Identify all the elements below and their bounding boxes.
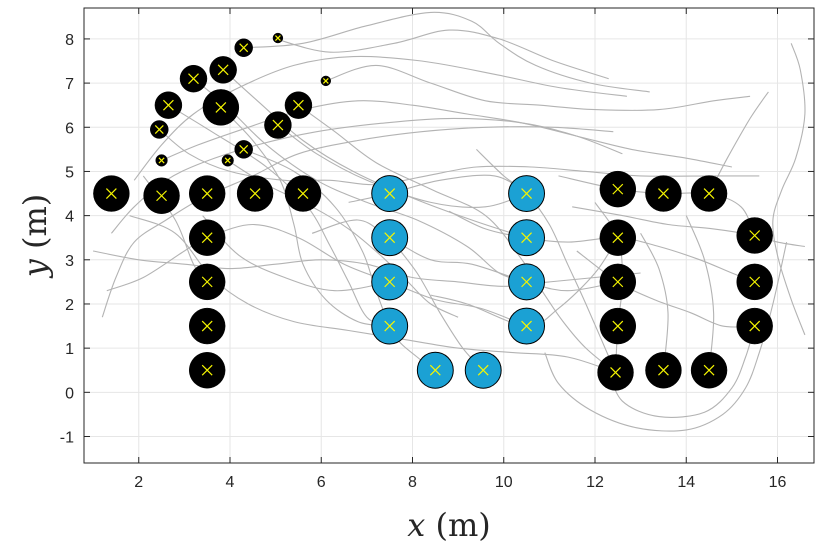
- center-cross-mark: [521, 232, 532, 244]
- trajectory-line: [101, 126, 614, 318]
- trajectory-line: [640, 233, 669, 371]
- center-cross-mark: [703, 364, 715, 376]
- plot-frame: [83, 7, 815, 464]
- center-cross-mark: [384, 320, 396, 332]
- center-cross-mark: [521, 276, 532, 288]
- y-tick-label: 3: [65, 253, 74, 270]
- center-cross-mark: [201, 364, 213, 376]
- center-cross-mark: [239, 144, 249, 154]
- trajectory-line: [298, 104, 616, 373]
- center-cross-mark: [217, 64, 229, 76]
- trajectory-line: [168, 104, 390, 327]
- center-cross-mark: [610, 367, 621, 378]
- center-cross-mark: [703, 188, 715, 199]
- y-tick-label: -1: [60, 429, 74, 446]
- trajectory-line: [572, 206, 805, 248]
- center-cross-mark: [658, 364, 669, 376]
- x-tick-label: 6: [317, 474, 326, 491]
- center-cross-mark: [749, 320, 761, 332]
- x-tick-label: 2: [134, 474, 143, 491]
- center-cross-mark: [612, 232, 624, 244]
- x-tick-label: 14: [677, 474, 695, 491]
- x-tick-label: 4: [226, 474, 235, 491]
- y-tick-label: 8: [65, 32, 74, 49]
- center-cross-mark: [162, 99, 174, 111]
- center-cross-mark: [158, 157, 165, 164]
- center-cross-mark: [384, 232, 396, 244]
- center-cross-mark: [521, 188, 532, 199]
- trajectory-line: [243, 11, 650, 93]
- center-cross-mark: [384, 188, 396, 199]
- center-cross-mark: [749, 276, 761, 288]
- center-cross-mark: [201, 188, 213, 199]
- trajectory-line: [685, 215, 715, 371]
- center-cross-mark: [156, 190, 167, 202]
- trajectory-line: [325, 64, 751, 111]
- center-cross-mark: [239, 43, 249, 53]
- center-cross-mark: [201, 232, 213, 244]
- center-cross-mark: [105, 188, 117, 199]
- center-cross-mark: [201, 320, 213, 332]
- center-cross-mark: [188, 73, 199, 85]
- trajectory-line: [106, 223, 527, 327]
- trajectory-line: [220, 107, 390, 327]
- y-tick-label: 0: [65, 385, 74, 402]
- x-tick-label: 10: [495, 474, 513, 491]
- trajectory-line: [243, 148, 436, 371]
- trajectory-line: [772, 43, 806, 336]
- trajectory-line: [311, 219, 618, 292]
- center-cross-mark: [154, 125, 164, 134]
- trajectory-line: [161, 100, 732, 168]
- y-tick-label: 2: [65, 297, 74, 314]
- y-axis-label: y (m): [16, 194, 54, 280]
- center-cross-mark: [612, 276, 624, 288]
- center-cross-mark: [322, 77, 329, 84]
- center-cross-mark: [612, 320, 624, 332]
- markers: [93, 32, 773, 391]
- y-tick-label: 4: [65, 209, 74, 226]
- trajectory-line: [133, 55, 627, 181]
- center-cross-mark: [612, 183, 624, 195]
- trajectory-line: [202, 215, 390, 292]
- center-cross-mark: [201, 276, 213, 288]
- trajectory-line: [608, 325, 756, 418]
- trajectory-line: [93, 250, 641, 287]
- center-cross-mark: [215, 101, 227, 113]
- y-tick-label: 5: [65, 164, 74, 181]
- x-axis-label: x (m): [407, 506, 491, 544]
- center-cross-mark: [293, 99, 304, 111]
- center-cross-mark: [224, 157, 231, 164]
- trajectory-line: [158, 129, 760, 186]
- trajectory-line: [275, 29, 609, 80]
- center-cross-mark: [249, 188, 261, 199]
- center-cross-mark: [749, 230, 761, 241]
- y-tick-label: 1: [65, 341, 74, 358]
- trajectory-line: [389, 237, 484, 371]
- x-tick-label: 8: [408, 474, 417, 491]
- trajectory-line: [222, 69, 527, 239]
- x-tick-label: 16: [769, 474, 787, 491]
- center-cross-mark: [477, 364, 489, 376]
- center-cross-mark: [384, 276, 396, 288]
- y-tick-label: 7: [65, 76, 74, 93]
- x-tick-label: 12: [586, 474, 604, 491]
- center-cross-mark: [274, 35, 281, 41]
- center-cross-mark: [429, 364, 441, 376]
- center-cross-mark: [521, 320, 532, 332]
- trajectory-line: [476, 149, 617, 373]
- center-cross-mark: [272, 119, 284, 131]
- y-tick-label: 6: [65, 120, 74, 137]
- tick-marks: [84, 8, 814, 463]
- center-cross-mark: [658, 188, 669, 199]
- center-cross-mark: [297, 188, 309, 199]
